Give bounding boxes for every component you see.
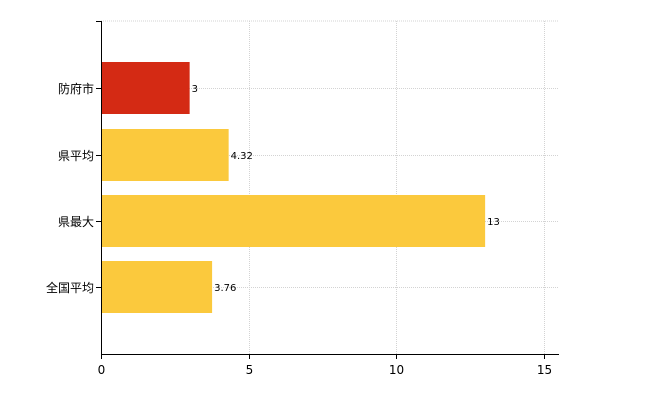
data-label: 3 — [192, 84, 198, 95]
x-tick-label: 5 — [246, 363, 254, 377]
bar — [101, 261, 213, 313]
bars — [101, 62, 486, 313]
axes — [96, 21, 559, 359]
x-tick-label: 10 — [389, 363, 404, 377]
x-tick-label: 0 — [98, 363, 106, 377]
x-tick-label: 15 — [537, 363, 552, 377]
y-tick-label: 全国平均 — [46, 280, 94, 295]
data-label: 4.32 — [231, 151, 253, 162]
bar — [101, 62, 190, 114]
y-tick-label: 防府市 — [58, 81, 94, 96]
bar — [101, 195, 486, 247]
y-tick-label: 県平均 — [58, 149, 94, 163]
data-label: 13 — [487, 217, 500, 228]
y-tick-label: 県最大 — [58, 215, 94, 229]
data-label: 3.76 — [214, 283, 236, 294]
bar — [101, 129, 229, 181]
